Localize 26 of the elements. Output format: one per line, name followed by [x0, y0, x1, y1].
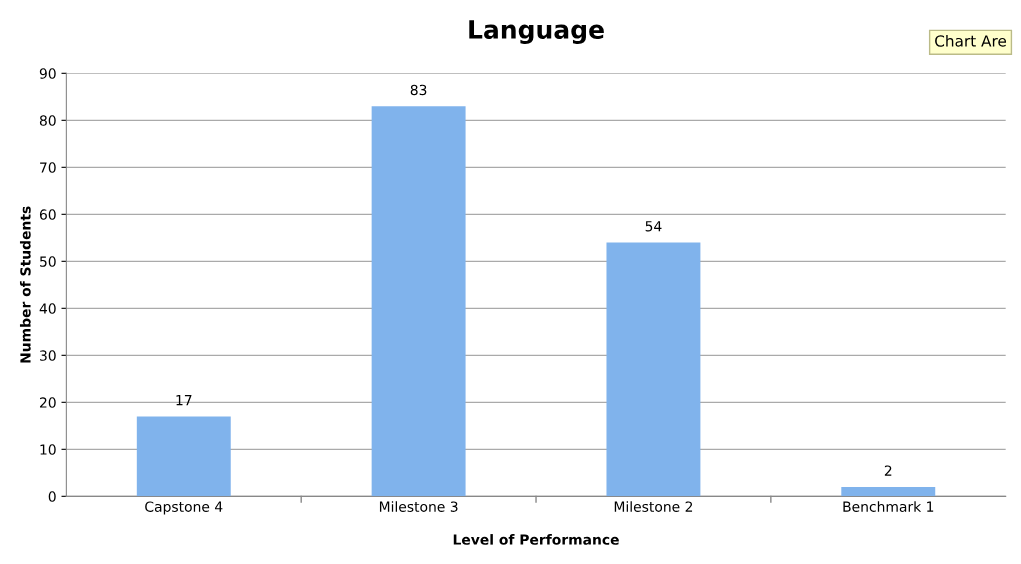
data-label: 83 [410, 84, 427, 96]
y-tick-label: 20 [39, 397, 56, 408]
bar [136, 416, 231, 497]
x-tick-label: Benchmark 1 [843, 501, 934, 512]
data-label: 54 [645, 221, 662, 232]
chart-title: Language [469, 20, 604, 44]
y-tick-label: 60 [39, 209, 56, 220]
data-label: 2 [884, 465, 892, 476]
x-tick-label: Capstone 4 [145, 501, 223, 515]
text: Chart Are [935, 34, 1007, 47]
y-tick-label: 40 [39, 303, 56, 314]
y-tick-label: 50 [40, 256, 56, 267]
y-axis-title: Number of Students [19, 206, 31, 363]
y-tick-label: 90 [39, 68, 56, 79]
y-tick-label: 10 [40, 444, 56, 455]
x-tick-label: Milestone 2 [614, 501, 693, 512]
bar [371, 106, 466, 497]
bar [841, 486, 936, 497]
y-tick-label: 30 [40, 350, 56, 361]
data-label: 17 [176, 395, 192, 406]
y-tick-label: 0 [48, 491, 56, 502]
x-axis-title: Level of Performance [453, 534, 619, 545]
y-tick-label: 80 [39, 115, 56, 126]
bar [606, 242, 701, 497]
y-tick-label: 70 [40, 162, 56, 173]
x-tick-label: Milestone 3 [379, 501, 458, 512]
